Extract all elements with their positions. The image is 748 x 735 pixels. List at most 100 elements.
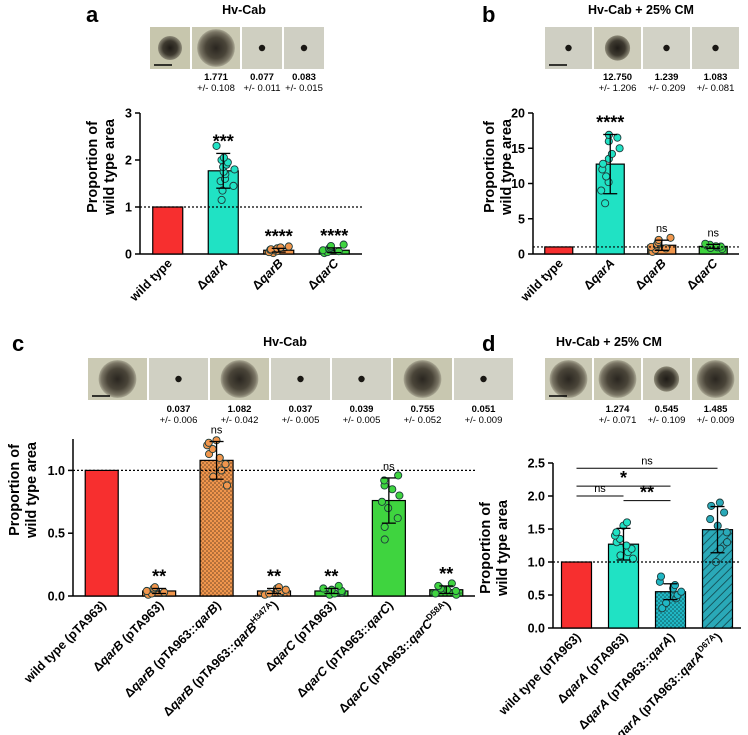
significance-label: **: [152, 566, 166, 586]
category-text: wild type (pTA963): [21, 598, 109, 686]
significance-label: ns: [656, 223, 668, 235]
data-point: [217, 195, 226, 204]
bar-pattern: [200, 460, 234, 596]
colony-medium-icon: [653, 366, 680, 392]
data-point: [656, 572, 666, 581]
y-tick-label: 1: [125, 201, 132, 215]
photo-area-error: +/- 0.015: [285, 83, 323, 94]
y-tick-label: 0.5: [48, 527, 65, 541]
data-point: [229, 181, 238, 190]
y-axis-label-line2-d: wild type area: [495, 499, 511, 597]
category-text: (pTA963): [117, 598, 167, 648]
data-point: [377, 497, 387, 506]
data-point: [281, 585, 290, 594]
category-label: ΔqarA: [194, 256, 230, 292]
photo-area-error: +/- 0.071: [599, 415, 637, 426]
category-text: (pTA963::: [320, 621, 372, 673]
colony-large-icon: [549, 360, 588, 398]
photo-area-error: +/- 0.006: [160, 415, 198, 426]
category-text: (pTA963): [581, 630, 631, 680]
colony-dot-icon: [300, 44, 308, 52]
y-tick-label: 0: [518, 248, 525, 262]
photo-area-value: 1.083: [704, 72, 728, 83]
y-tick-label: 0.0: [528, 622, 545, 636]
data-point: [443, 585, 452, 594]
panel-label-b: b: [482, 2, 495, 27]
y-tick-label: 3: [125, 107, 132, 121]
photo-area-error: +/- 0.042: [221, 415, 259, 426]
category-label: wild type (pTA963): [496, 630, 584, 718]
y-tick-label: 1.5: [528, 523, 545, 537]
photo-area-value: 1.239: [655, 72, 679, 83]
data-point: [388, 485, 397, 494]
data-point: [677, 587, 686, 596]
data-point: [722, 528, 731, 537]
colony-dot-icon: [663, 44, 670, 52]
data-point: [601, 199, 610, 208]
data-point: [230, 165, 239, 174]
photo-area-error: +/- 0.209: [648, 83, 686, 94]
y-axis-label-line1-d: Proportion of: [478, 502, 494, 594]
panel-title-c: Hv-Cab: [263, 335, 307, 349]
data-point: [706, 515, 715, 524]
y-axis-label-line1-c: Proportion of: [7, 444, 23, 536]
category-gene: qarB: [256, 256, 286, 286]
data-point: [607, 149, 616, 158]
data-point: [615, 144, 624, 153]
photo-area-value: 12.750: [603, 72, 632, 83]
photo-area-error: +/- 0.009: [465, 415, 503, 426]
category-text: wild type: [126, 256, 174, 304]
data-point: [395, 491, 404, 500]
colony-medium-icon: [158, 36, 182, 60]
colony-large-icon: [696, 360, 735, 398]
category-label: ΔqarB (pTA963::qarB): [122, 598, 224, 700]
category-gene: qarB: [639, 256, 669, 286]
photo-area-error: +/- 0.005: [282, 415, 320, 426]
colony-dot-icon: [565, 44, 572, 52]
category-label: wild type: [126, 256, 174, 304]
data-point: [142, 586, 151, 596]
data-point: [380, 535, 389, 544]
data-point: [284, 242, 293, 251]
significance-label: **: [267, 566, 281, 586]
data-point: [393, 514, 402, 523]
data-point: [597, 186, 606, 195]
data-point: [662, 598, 671, 607]
y-tick-label: 1.0: [48, 464, 65, 478]
data-point: [222, 481, 232, 490]
colony-large-icon: [598, 360, 637, 398]
category-text: (pTA963::: [634, 669, 686, 721]
y-tick-label: 0: [125, 248, 132, 262]
panel-label-d: d: [482, 331, 495, 356]
photo-area-value: 1.082: [228, 404, 252, 415]
data-point: [451, 586, 460, 596]
significance-label: **: [324, 566, 338, 586]
data-point: [212, 141, 221, 150]
y-tick-label: 2: [125, 154, 132, 168]
significance-label: ns: [707, 227, 719, 239]
category-text: (pTA963): [289, 598, 339, 648]
data-point: [204, 438, 213, 447]
colony-large-icon: [197, 29, 235, 67]
photo-area-value: 1.274: [606, 404, 630, 415]
photo-area-value: 0.755: [411, 404, 435, 415]
colony-dot-icon: [712, 44, 719, 52]
photo-area-value: 0.039: [350, 404, 374, 415]
data-point: [602, 172, 611, 181]
data-point: [670, 581, 680, 590]
bar: [560, 561, 593, 629]
data-point: [598, 159, 608, 168]
y-tick-label: 0.0: [48, 590, 65, 604]
category-label: ΔqarC: [305, 256, 342, 293]
photo-strip-a: 1.771+/- 0.108 0.077+/- 0.011 0.083+/- 0.0…: [150, 27, 324, 94]
photo-area-value: 0.037: [167, 404, 191, 415]
photo-area-error: +/- 0.009: [697, 415, 735, 426]
data-point: [612, 528, 621, 537]
y-axis-label-line1-a: Proportion of: [85, 121, 101, 213]
data-point: [628, 554, 638, 563]
data-point: [720, 508, 729, 517]
data-point: [394, 471, 403, 480]
data-point: [711, 557, 720, 567]
